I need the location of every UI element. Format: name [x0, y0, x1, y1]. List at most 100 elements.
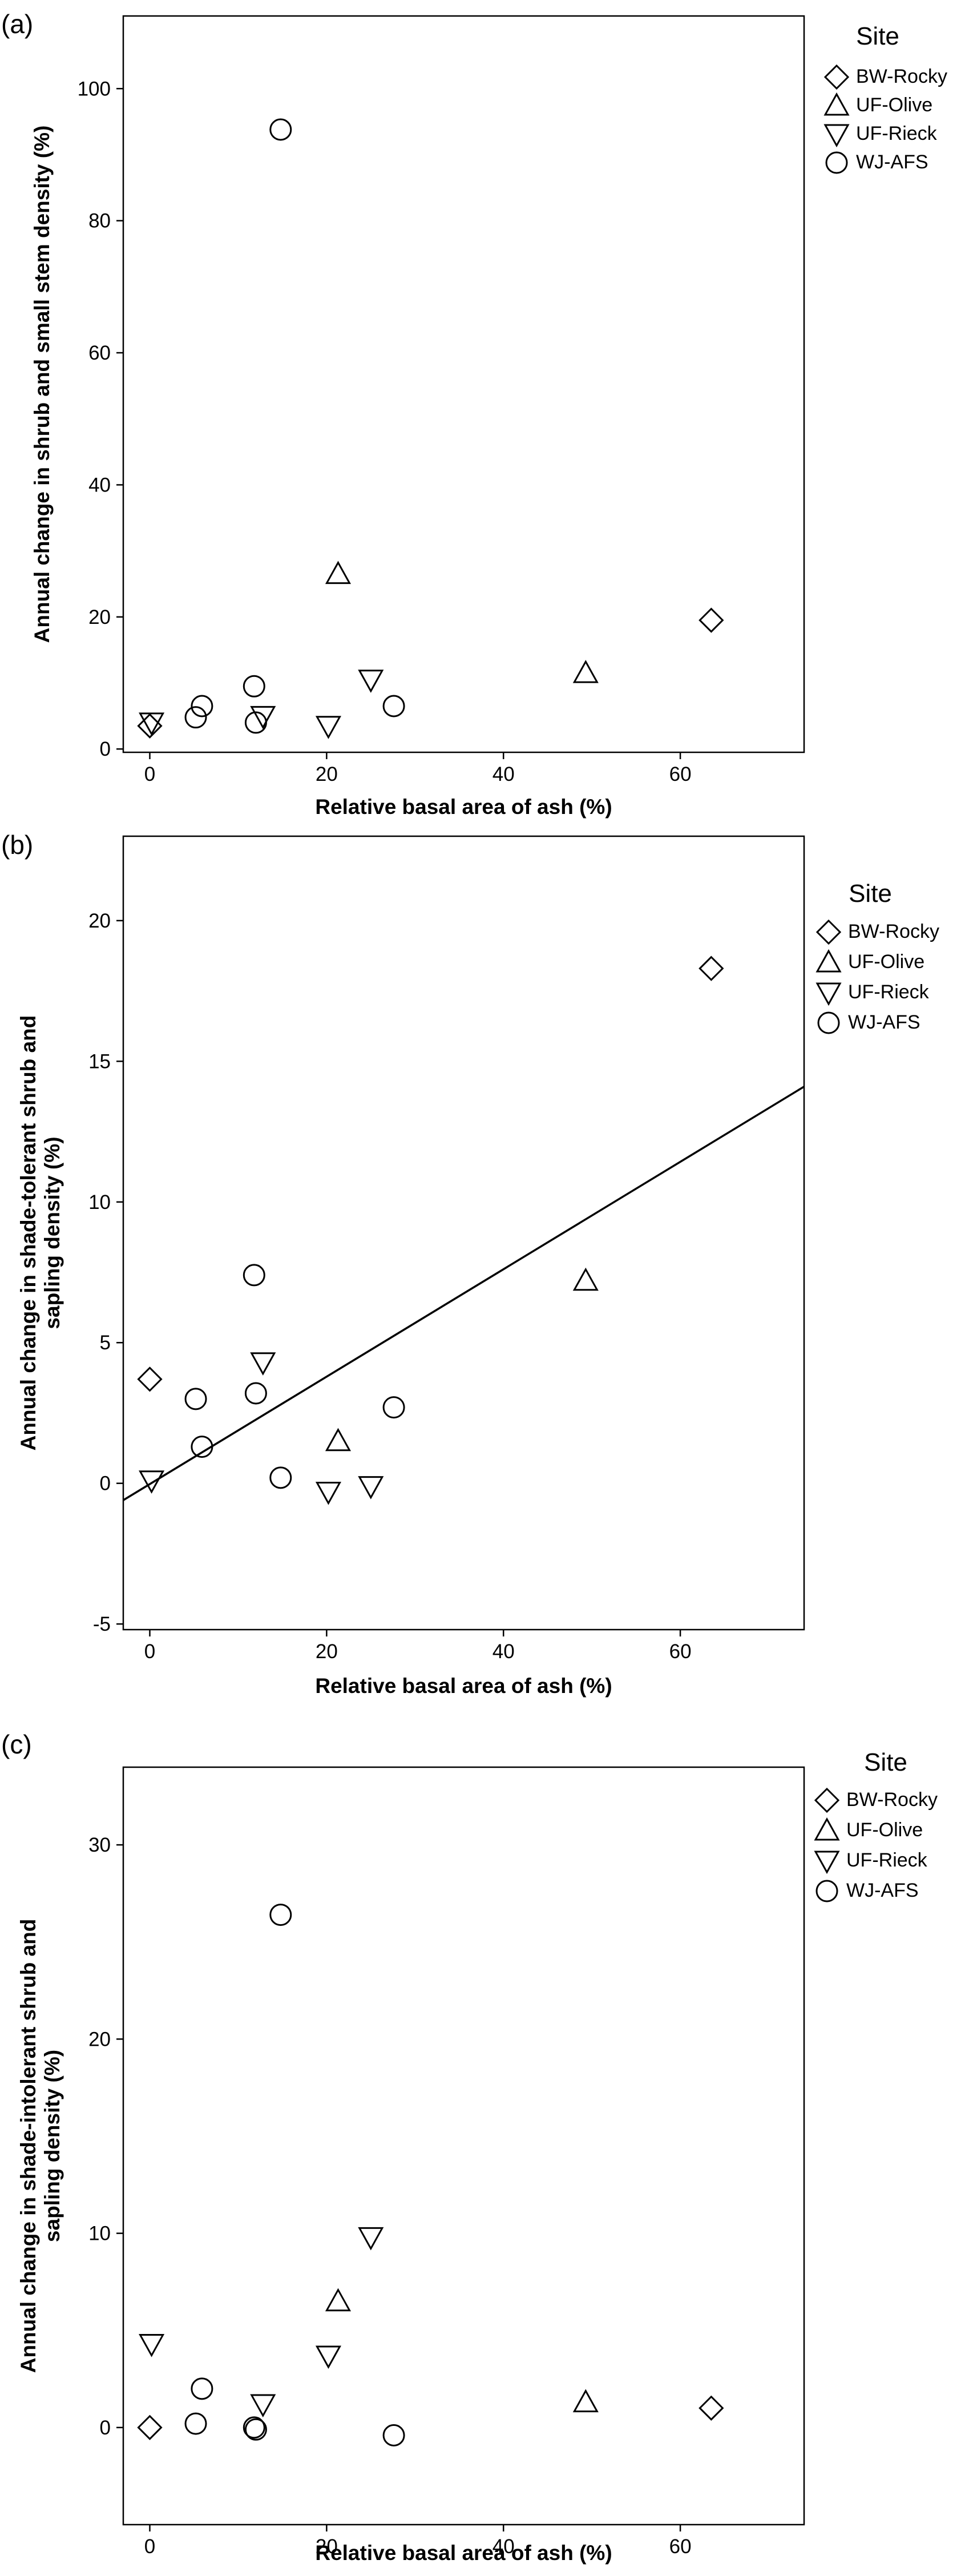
data-point: [250, 1352, 276, 1376]
plot-frame: [122, 15, 805, 753]
data-point: [358, 670, 384, 693]
y-tick-label: 30: [88, 1834, 111, 1856]
data-point: [315, 716, 341, 739]
data-point: [191, 695, 213, 717]
legend-label: WJ-AFS: [848, 1011, 921, 1033]
x-axis-title: Relative basal area of ash (%): [315, 795, 612, 819]
data-point: [358, 1476, 384, 1499]
legend-label: UF-Rieck: [856, 123, 938, 144]
y-tick-label: 0: [100, 1473, 111, 1495]
x-tick-label: 40: [492, 763, 515, 785]
y-tick-label: 20: [88, 2028, 111, 2050]
x-tick-label: 0: [144, 1640, 155, 1663]
y-tick-label: 60: [88, 342, 111, 364]
data-point: [191, 1436, 213, 1458]
series-wj-afs: [184, 1904, 405, 2446]
legend-label: BW-Rocky: [856, 66, 947, 87]
panel-label: (b): [1, 830, 33, 860]
data-point: [572, 1267, 599, 1291]
data-point: [269, 1904, 292, 1926]
legend-label: UF-Olive: [848, 951, 924, 973]
legend-label: BW-Rocky: [846, 1789, 938, 1811]
series-uf-olive: [325, 2288, 599, 2413]
data-point: [137, 1366, 163, 1392]
data-point: [382, 695, 405, 717]
data-point: [325, 2288, 352, 2312]
chart-panel: (b) 0 20 40 60 -5 0 5 10 15 20 Relative basal area …: [1, 830, 939, 1698]
y-tick-label: 20: [88, 910, 111, 932]
data-point: [250, 706, 276, 729]
x-tick-label: 20: [316, 1640, 338, 1663]
y-tick-label: 15: [88, 1050, 111, 1073]
legend-title: Site: [856, 22, 899, 50]
data-point: [382, 1396, 405, 1419]
series-wj-afs: [184, 118, 405, 734]
data-point: [358, 2227, 384, 2251]
legend-marker: [825, 151, 848, 174]
panel-label: (c): [1, 1730, 32, 1759]
legend: Site BW-Rocky UF-Olive UF-Rieck WJ-AFS: [823, 22, 947, 174]
series-wj-afs: [184, 1264, 405, 1489]
data-point: [139, 1470, 165, 1494]
legend: Site BW-Rocky UF-Olive UF-Rieck WJ-AFS: [814, 1748, 938, 1902]
legend-marker: [814, 1787, 840, 1813]
legend-title: Site: [864, 1748, 907, 1776]
panel-label: (a): [1, 9, 33, 39]
data-point: [250, 2394, 276, 2418]
data-point: [244, 2418, 267, 2441]
y-tick-label: 100: [78, 78, 111, 100]
data-point: [244, 1382, 267, 1405]
x-tick-label: 60: [669, 2535, 692, 2558]
series-bw-rocky: [137, 956, 724, 1392]
data-point: [325, 1428, 352, 1452]
y-axis-title: Annual change in shade-intolerant shrub …: [17, 1919, 64, 2373]
legend-marker: [817, 1011, 840, 1034]
series-bw-rocky: [137, 2395, 724, 2440]
data-point: [139, 712, 165, 736]
data-point: [137, 2414, 163, 2440]
x-tick-label: 0: [144, 763, 155, 785]
x-tick-label: 0: [144, 2535, 155, 2558]
series-bw-rocky: [137, 607, 724, 739]
data-point: [184, 2412, 207, 2435]
legend-marker: [815, 1880, 838, 1902]
data-point: [243, 2416, 265, 2439]
y-axis-title: Annual change in shrub and small stem de…: [30, 126, 54, 643]
legend-marker: [823, 124, 850, 148]
y-tick-label: 5: [100, 1332, 111, 1354]
x-tick-label: 60: [669, 1640, 692, 1663]
data-point: [382, 2424, 405, 2446]
y-tick-label: 10: [88, 2223, 111, 2245]
data-point: [315, 1481, 341, 1505]
data-point: [184, 706, 207, 729]
legend-marker: [815, 919, 842, 945]
data-point: [191, 2377, 213, 2400]
regression-line: [123, 1086, 805, 1501]
data-point: [139, 2334, 165, 2357]
legend-label: WJ-AFS: [856, 151, 928, 173]
legend-label: UF-Olive: [846, 1819, 923, 1841]
legend-label: UF-Rieck: [846, 1849, 928, 1871]
series-uf-rieck: [139, 2227, 384, 2418]
x-tick-label: 40: [492, 1640, 515, 1663]
legend-label: BW-Rocky: [848, 921, 939, 942]
data-point: [243, 1264, 265, 1287]
legend-marker: [823, 64, 850, 90]
series-uf-olive: [325, 561, 599, 683]
data-point: [269, 118, 292, 141]
legend-label: UF-Rieck: [848, 981, 930, 1003]
data-point: [315, 2345, 341, 2369]
y-tick-label: 80: [88, 210, 111, 232]
x-tick-label: 40: [492, 2535, 515, 2558]
plot-frame: [122, 835, 805, 1631]
data-point: [243, 675, 265, 698]
y-tick-label: 10: [88, 1191, 111, 1214]
legend-title: Site: [849, 880, 892, 908]
y-tick-label: 0: [100, 738, 111, 760]
data-point: [699, 2395, 724, 2421]
data-point: [244, 711, 267, 734]
plot-frame: [122, 1766, 805, 2526]
legend-marker: [814, 1851, 840, 1874]
chart-panel: (c) 0 20 40 60 0 10 20 30 Relative basal area of …: [1, 1730, 938, 2565]
